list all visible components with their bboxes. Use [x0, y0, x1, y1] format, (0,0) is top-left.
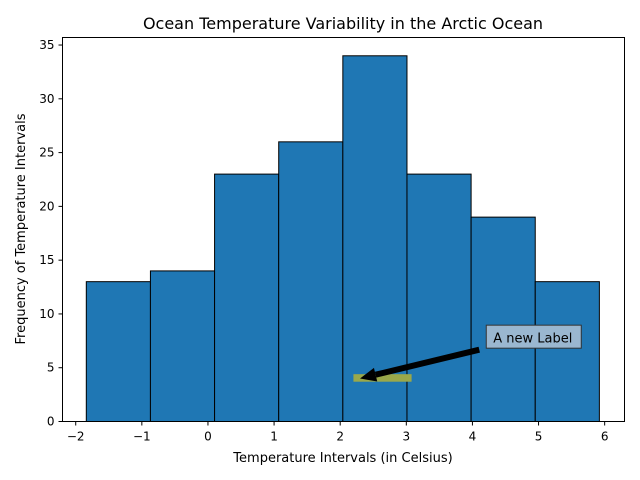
annotation-arrow-shaft — [374, 346, 480, 378]
x-tick-label: 3 — [402, 430, 410, 444]
x-tick-label: 2 — [336, 430, 344, 444]
annotation-label: A new Label — [493, 332, 572, 347]
annotation-label-box — [485, 324, 582, 349]
y-axis: 0 5 10 15 20 25 30 35 — [39, 38, 63, 429]
histogram-bar — [214, 173, 280, 422]
y-tick-label: 15 — [39, 253, 54, 267]
y-tick-label: 25 — [39, 146, 54, 160]
chart-title: Ocean Temperature Variability in the Arc… — [143, 14, 543, 33]
histogram-bar — [534, 281, 600, 422]
x-tick-label: 6 — [601, 430, 609, 444]
histogram-bar — [85, 281, 151, 422]
highlight-rect — [353, 374, 412, 382]
x-tick-label: −2 — [67, 430, 85, 444]
x-tick-label: 1 — [270, 430, 278, 444]
annotation-group: A new Label — [353, 324, 582, 382]
x-axis: −2 −1 0 1 2 3 4 5 6 — [67, 421, 609, 444]
x-tick-label: 0 — [204, 430, 212, 444]
y-tick-label: 0 — [47, 415, 55, 429]
x-tick-label: 5 — [535, 430, 543, 444]
y-tick-label: 10 — [39, 307, 54, 321]
x-tick-label: 4 — [469, 430, 477, 444]
y-tick-label: 30 — [39, 92, 54, 106]
y-axis-label: Frequency of Temperature Intervals — [14, 113, 29, 344]
y-tick-label: 20 — [39, 199, 54, 213]
histogram-bar — [470, 216, 536, 422]
histogram-bar — [278, 141, 344, 423]
histogram-bar — [342, 55, 408, 423]
annotation-arrow-head — [360, 367, 378, 382]
plot-frame — [62, 37, 625, 422]
histogram-bar — [406, 173, 472, 422]
histogram-bar — [149, 270, 216, 423]
bars-group — [85, 55, 600, 423]
x-axis-label: Temperature Intervals (in Celsius) — [232, 451, 452, 466]
y-tick-label: 35 — [39, 38, 54, 52]
x-tick-label: −1 — [133, 430, 151, 444]
y-tick-label: 5 — [47, 361, 55, 375]
